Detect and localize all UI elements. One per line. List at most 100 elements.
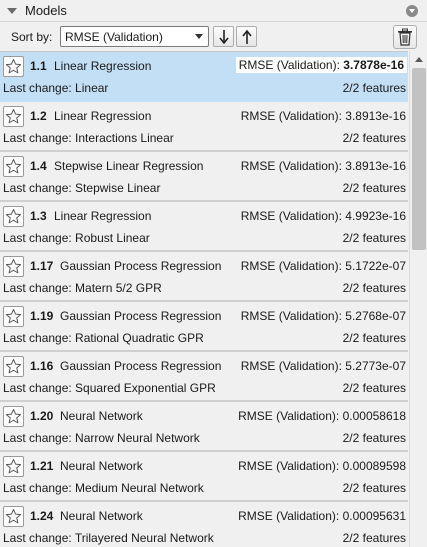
last-change-text: Last change: Linear — [3, 81, 109, 95]
favorite-star-button[interactable] — [3, 456, 24, 477]
metric-label: RMSE (Validation): — [240, 159, 342, 173]
metric-value: 3.8913e-16 — [345, 159, 406, 173]
chevron-down-icon — [195, 34, 203, 39]
metric-label: RMSE (Validation): — [238, 509, 340, 523]
model-list-item[interactable]: 1.2 Linear Regression RMSE (Validation): 3… — [0, 102, 408, 152]
model-id: 1.3 — [30, 209, 47, 223]
metric-value: 5.2773e-07 — [345, 359, 406, 373]
star-icon — [5, 458, 22, 474]
favorite-star-button[interactable] — [3, 306, 24, 327]
metric-value: 3.8913e-16 — [345, 109, 406, 123]
star-icon — [5, 58, 22, 74]
model-list-item[interactable]: 1.3 Linear Regression RMSE (Validation): 4… — [0, 202, 408, 252]
features-count: 2/2 features — [342, 481, 406, 495]
features-count: 2/2 features — [342, 381, 406, 395]
favorite-star-button[interactable] — [3, 356, 24, 377]
metric-value: 5.2768e-07 — [345, 309, 406, 323]
sort-dropdown[interactable]: RMSE (Validation) — [60, 26, 209, 47]
favorite-star-button[interactable] — [3, 206, 24, 227]
model-type: Stepwise Linear Regression — [54, 159, 204, 173]
model-metric: RMSE (Validation): 4.9923e-16 — [241, 209, 406, 223]
model-type: Linear Regression — [54, 209, 152, 223]
sort-ascending-button[interactable] — [236, 26, 257, 47]
model-metric: RMSE (Validation): 5.1722e-07 — [241, 259, 406, 273]
last-change-text: Last change: Narrow Neural Network — [3, 431, 200, 445]
features-count: 2/2 features — [342, 531, 406, 545]
features-count: 2/2 features — [342, 131, 406, 145]
model-metric: RMSE (Validation): 5.2773e-07 — [241, 359, 406, 373]
model-list-item[interactable]: 1.1 Linear Regression RMSE (Validation): 3… — [0, 52, 408, 102]
model-list[interactable]: 1.1 Linear Regression RMSE (Validation): 3… — [0, 51, 408, 547]
star-icon — [5, 158, 22, 174]
model-type: Neural Network — [60, 409, 143, 423]
model-id: 1.24 — [30, 509, 54, 523]
favorite-star-button[interactable] — [3, 56, 24, 77]
metric-label: RMSE (Validation): — [240, 209, 342, 223]
model-type: Neural Network — [60, 459, 143, 473]
model-metric: RMSE (Validation): 0.00058618 — [238, 409, 406, 423]
sort-label: Sort by: — [11, 30, 53, 44]
arrow-down-icon — [218, 29, 229, 44]
metric-value: 0.00089598 — [342, 459, 406, 473]
metric-label: RMSE (Validation): — [238, 58, 340, 72]
scroll-up-icon[interactable] — [415, 57, 423, 62]
list-scrollbar[interactable] — [409, 51, 427, 547]
favorite-star-button[interactable] — [3, 156, 24, 177]
panel-title: Models — [25, 3, 67, 18]
model-metric: RMSE (Validation): 0.00089598 — [238, 459, 406, 473]
model-list-item[interactable]: 1.20 Neural Network RMSE (Validation): 0.0… — [0, 402, 408, 452]
metric-label: RMSE (Validation): — [240, 259, 342, 273]
delete-model-button[interactable] — [393, 25, 417, 49]
panel-menu-icon[interactable] — [406, 5, 418, 17]
favorite-star-button[interactable] — [3, 256, 24, 277]
model-list-item[interactable]: 1.4 Stepwise Linear Regression RMSE (Valid… — [0, 152, 408, 202]
last-change-text: Last change: Rational Quadratic GPR — [3, 331, 204, 345]
favorite-star-button[interactable] — [3, 506, 24, 527]
model-id: 1.19 — [30, 309, 54, 323]
model-type: Gaussian Process Regression — [60, 309, 222, 323]
favorite-star-button[interactable] — [3, 106, 24, 127]
star-icon — [5, 408, 22, 424]
model-list-item[interactable]: 1.24 Neural Network RMSE (Validation): 0.0… — [0, 502, 408, 547]
last-change-text: Last change: Matern 5/2 GPR — [3, 281, 162, 295]
metric-label: RMSE (Validation): — [240, 359, 342, 373]
model-metric: RMSE (Validation): 3.8913e-16 — [241, 109, 406, 123]
last-change-text: Last change: Squared Exponential GPR — [3, 381, 216, 395]
star-icon — [5, 208, 22, 224]
sort-toolbar: Sort by: RMSE (Validation) — [0, 23, 427, 51]
last-change-text: Last change: Interactions Linear — [3, 131, 174, 145]
last-change-text: Last change: Stepwise Linear — [3, 181, 161, 195]
trash-icon — [398, 28, 412, 46]
sort-descending-button[interactable] — [213, 26, 234, 47]
metric-label: RMSE (Validation): — [240, 309, 342, 323]
features-count: 2/2 features — [342, 281, 406, 295]
last-change-text: Last change: Medium Neural Network — [3, 481, 204, 495]
model-list-item[interactable]: 1.17 Gaussian Process Regression RMSE (Val… — [0, 252, 408, 302]
metric-label: RMSE (Validation): — [238, 459, 340, 473]
sort-dropdown-value: RMSE (Validation) — [65, 29, 163, 44]
model-type: Linear Regression — [54, 59, 152, 73]
model-metric: RMSE (Validation): 0.00095631 — [238, 509, 406, 523]
star-icon — [5, 308, 22, 324]
star-icon — [5, 358, 22, 374]
models-panel-header[interactable]: Models — [0, 0, 427, 22]
model-type: Linear Regression — [54, 109, 152, 123]
features-count: 2/2 features — [342, 231, 406, 245]
model-metric: RMSE (Validation): 3.8913e-16 — [241, 159, 406, 173]
model-list-item[interactable]: 1.19 Gaussian Process Regression RMSE (Val… — [0, 302, 408, 352]
metric-value: 4.9923e-16 — [345, 209, 406, 223]
model-list-item[interactable]: 1.16 Gaussian Process Regression RMSE (Val… — [0, 352, 408, 402]
model-id: 1.1 — [30, 59, 47, 73]
scroll-thumb[interactable] — [412, 68, 426, 250]
metric-value: 3.7878e-16 — [343, 58, 404, 72]
features-count: 2/2 features — [342, 331, 406, 345]
favorite-star-button[interactable] — [3, 406, 24, 427]
metric-label: RMSE (Validation): — [238, 409, 340, 423]
model-id: 1.20 — [30, 409, 54, 423]
model-list-item[interactable]: 1.21 Neural Network RMSE (Validation): 0.0… — [0, 452, 408, 502]
model-id: 1.17 — [30, 259, 54, 273]
model-id: 1.4 — [30, 159, 47, 173]
model-id: 1.21 — [30, 459, 54, 473]
collapse-icon[interactable] — [7, 7, 17, 14]
model-id: 1.16 — [30, 359, 54, 373]
